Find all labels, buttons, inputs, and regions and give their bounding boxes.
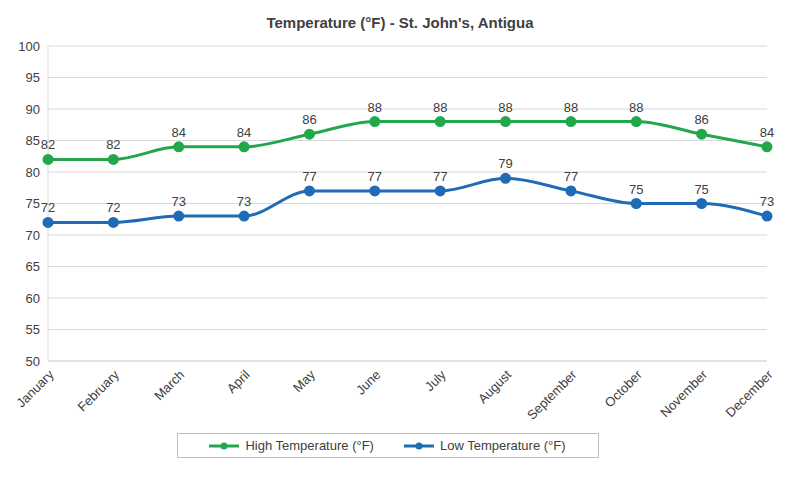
- svg-text:60: 60: [26, 291, 40, 306]
- svg-text:90: 90: [26, 102, 40, 117]
- svg-text:May: May: [290, 367, 318, 395]
- svg-text:February: February: [75, 367, 123, 415]
- svg-text:50: 50: [26, 354, 40, 369]
- svg-text:79: 79: [498, 156, 512, 171]
- svg-text:55: 55: [26, 322, 40, 337]
- svg-text:December: December: [723, 367, 776, 420]
- svg-text:84: 84: [237, 125, 251, 140]
- svg-text:July: July: [422, 367, 449, 394]
- svg-text:86: 86: [302, 112, 316, 127]
- svg-text:84: 84: [760, 125, 774, 140]
- svg-text:77: 77: [433, 169, 447, 184]
- svg-text:88: 88: [564, 100, 578, 115]
- svg-text:88: 88: [629, 100, 643, 115]
- svg-text:75: 75: [26, 196, 40, 211]
- svg-text:March: March: [151, 367, 187, 403]
- svg-text:88: 88: [368, 100, 382, 115]
- svg-text:80: 80: [26, 165, 40, 180]
- svg-text:73: 73: [760, 194, 774, 209]
- html-text:High Temperature (°F): High Temperature (°F): [245, 438, 374, 453]
- svg-text:82: 82: [41, 137, 55, 152]
- html-text:Low Temperature (°F): Low Temperature (°F): [439, 438, 566, 453]
- svg-text:73: 73: [171, 194, 185, 209]
- svg-text:70: 70: [26, 228, 40, 243]
- svg-text:86: 86: [694, 112, 708, 127]
- svg-text:77: 77: [368, 169, 382, 184]
- svg-text:August: August: [475, 367, 514, 406]
- svg-text:84: 84: [171, 125, 185, 140]
- svg-text:88: 88: [433, 100, 447, 115]
- svg-text:January: January: [13, 367, 57, 411]
- svg-text:85: 85: [26, 133, 40, 148]
- svg-text:77: 77: [302, 169, 316, 184]
- svg-text:September: September: [524, 367, 580, 423]
- svg-text:June: June: [353, 367, 384, 398]
- svg-text:100: 100: [18, 39, 40, 54]
- svg-text:95: 95: [26, 70, 40, 85]
- svg-text:82: 82: [106, 137, 120, 152]
- svg-text:72: 72: [106, 200, 120, 215]
- svg-text:73: 73: [237, 194, 251, 209]
- svg-text:April: April: [224, 367, 253, 396]
- svg-text:October: October: [602, 367, 646, 411]
- svg-text:75: 75: [629, 182, 643, 197]
- svg-text:65: 65: [26, 259, 40, 274]
- svg-text:72: 72: [41, 200, 55, 215]
- svg-text:88: 88: [498, 100, 512, 115]
- svg-text:77: 77: [564, 169, 578, 184]
- svg-text:November: November: [657, 367, 710, 420]
- svg-text:75: 75: [694, 182, 708, 197]
- html-text:Temperature (°F) - St. John's,: Temperature (°F) - St. John's, Antigua: [266, 14, 534, 31]
